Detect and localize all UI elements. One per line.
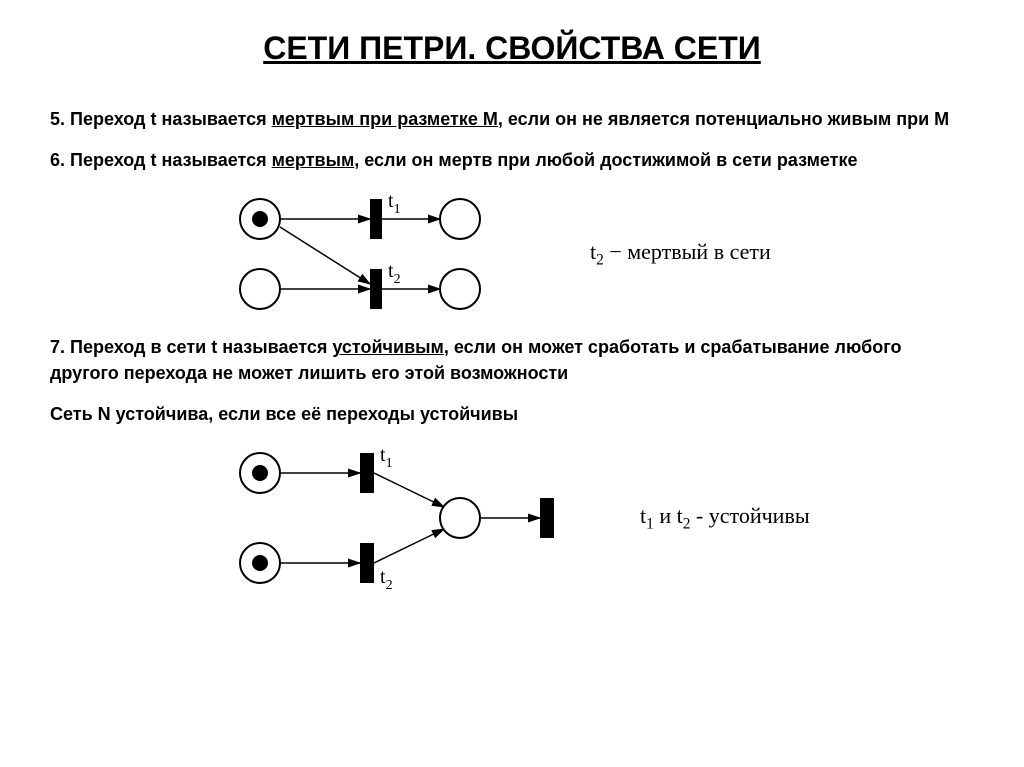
svg-text:t2: t2 — [388, 260, 401, 287]
def7-prefix: 7. Переход в сети t называется — [50, 337, 332, 357]
definition-6: 6. Переход t называется мертвым, если он… — [50, 148, 974, 173]
svg-text:t2: t2 — [380, 566, 393, 593]
def6-underlined: мертвым — [272, 150, 355, 170]
diagram-2: t1 t2 — [230, 443, 560, 593]
diagram-2-container: t1 t2 t1 и t2 - устойчивы — [50, 443, 974, 593]
svg-text:t1: t1 — [388, 190, 401, 217]
def6-prefix: 6. Переход t называется — [50, 150, 272, 170]
def5-prefix: 5. Переход t называется — [50, 109, 272, 129]
definition-stable-net: Сеть N устойчива, если все её переходы у… — [50, 402, 974, 427]
definition-7: 7. Переход в сети t называется устойчивы… — [50, 335, 974, 385]
svg-text:t1: t1 — [380, 444, 393, 471]
diagram-1: t1 t2 — [230, 189, 490, 319]
page-title: СЕТИ ПЕТРИ. СВОЙСТВА СЕТИ — [50, 30, 974, 67]
def5-suffix: , если он не является потенциально живым… — [498, 109, 949, 129]
def7-underlined: устойчивым — [332, 337, 443, 357]
definition-5: 5. Переход t называется мертвым при разм… — [50, 107, 974, 132]
def6-suffix: , если он мертв при любой достижимой в с… — [354, 150, 857, 170]
diagram-1-label: t2 − мертвый в сети — [590, 239, 771, 269]
def5-underlined: мертвым при разметке М — [272, 109, 498, 129]
diagram-1-container: t1 t2 t2 − мертвый в сети — [50, 189, 974, 319]
diagram-2-label: t1 и t2 - устойчивы — [640, 503, 810, 533]
